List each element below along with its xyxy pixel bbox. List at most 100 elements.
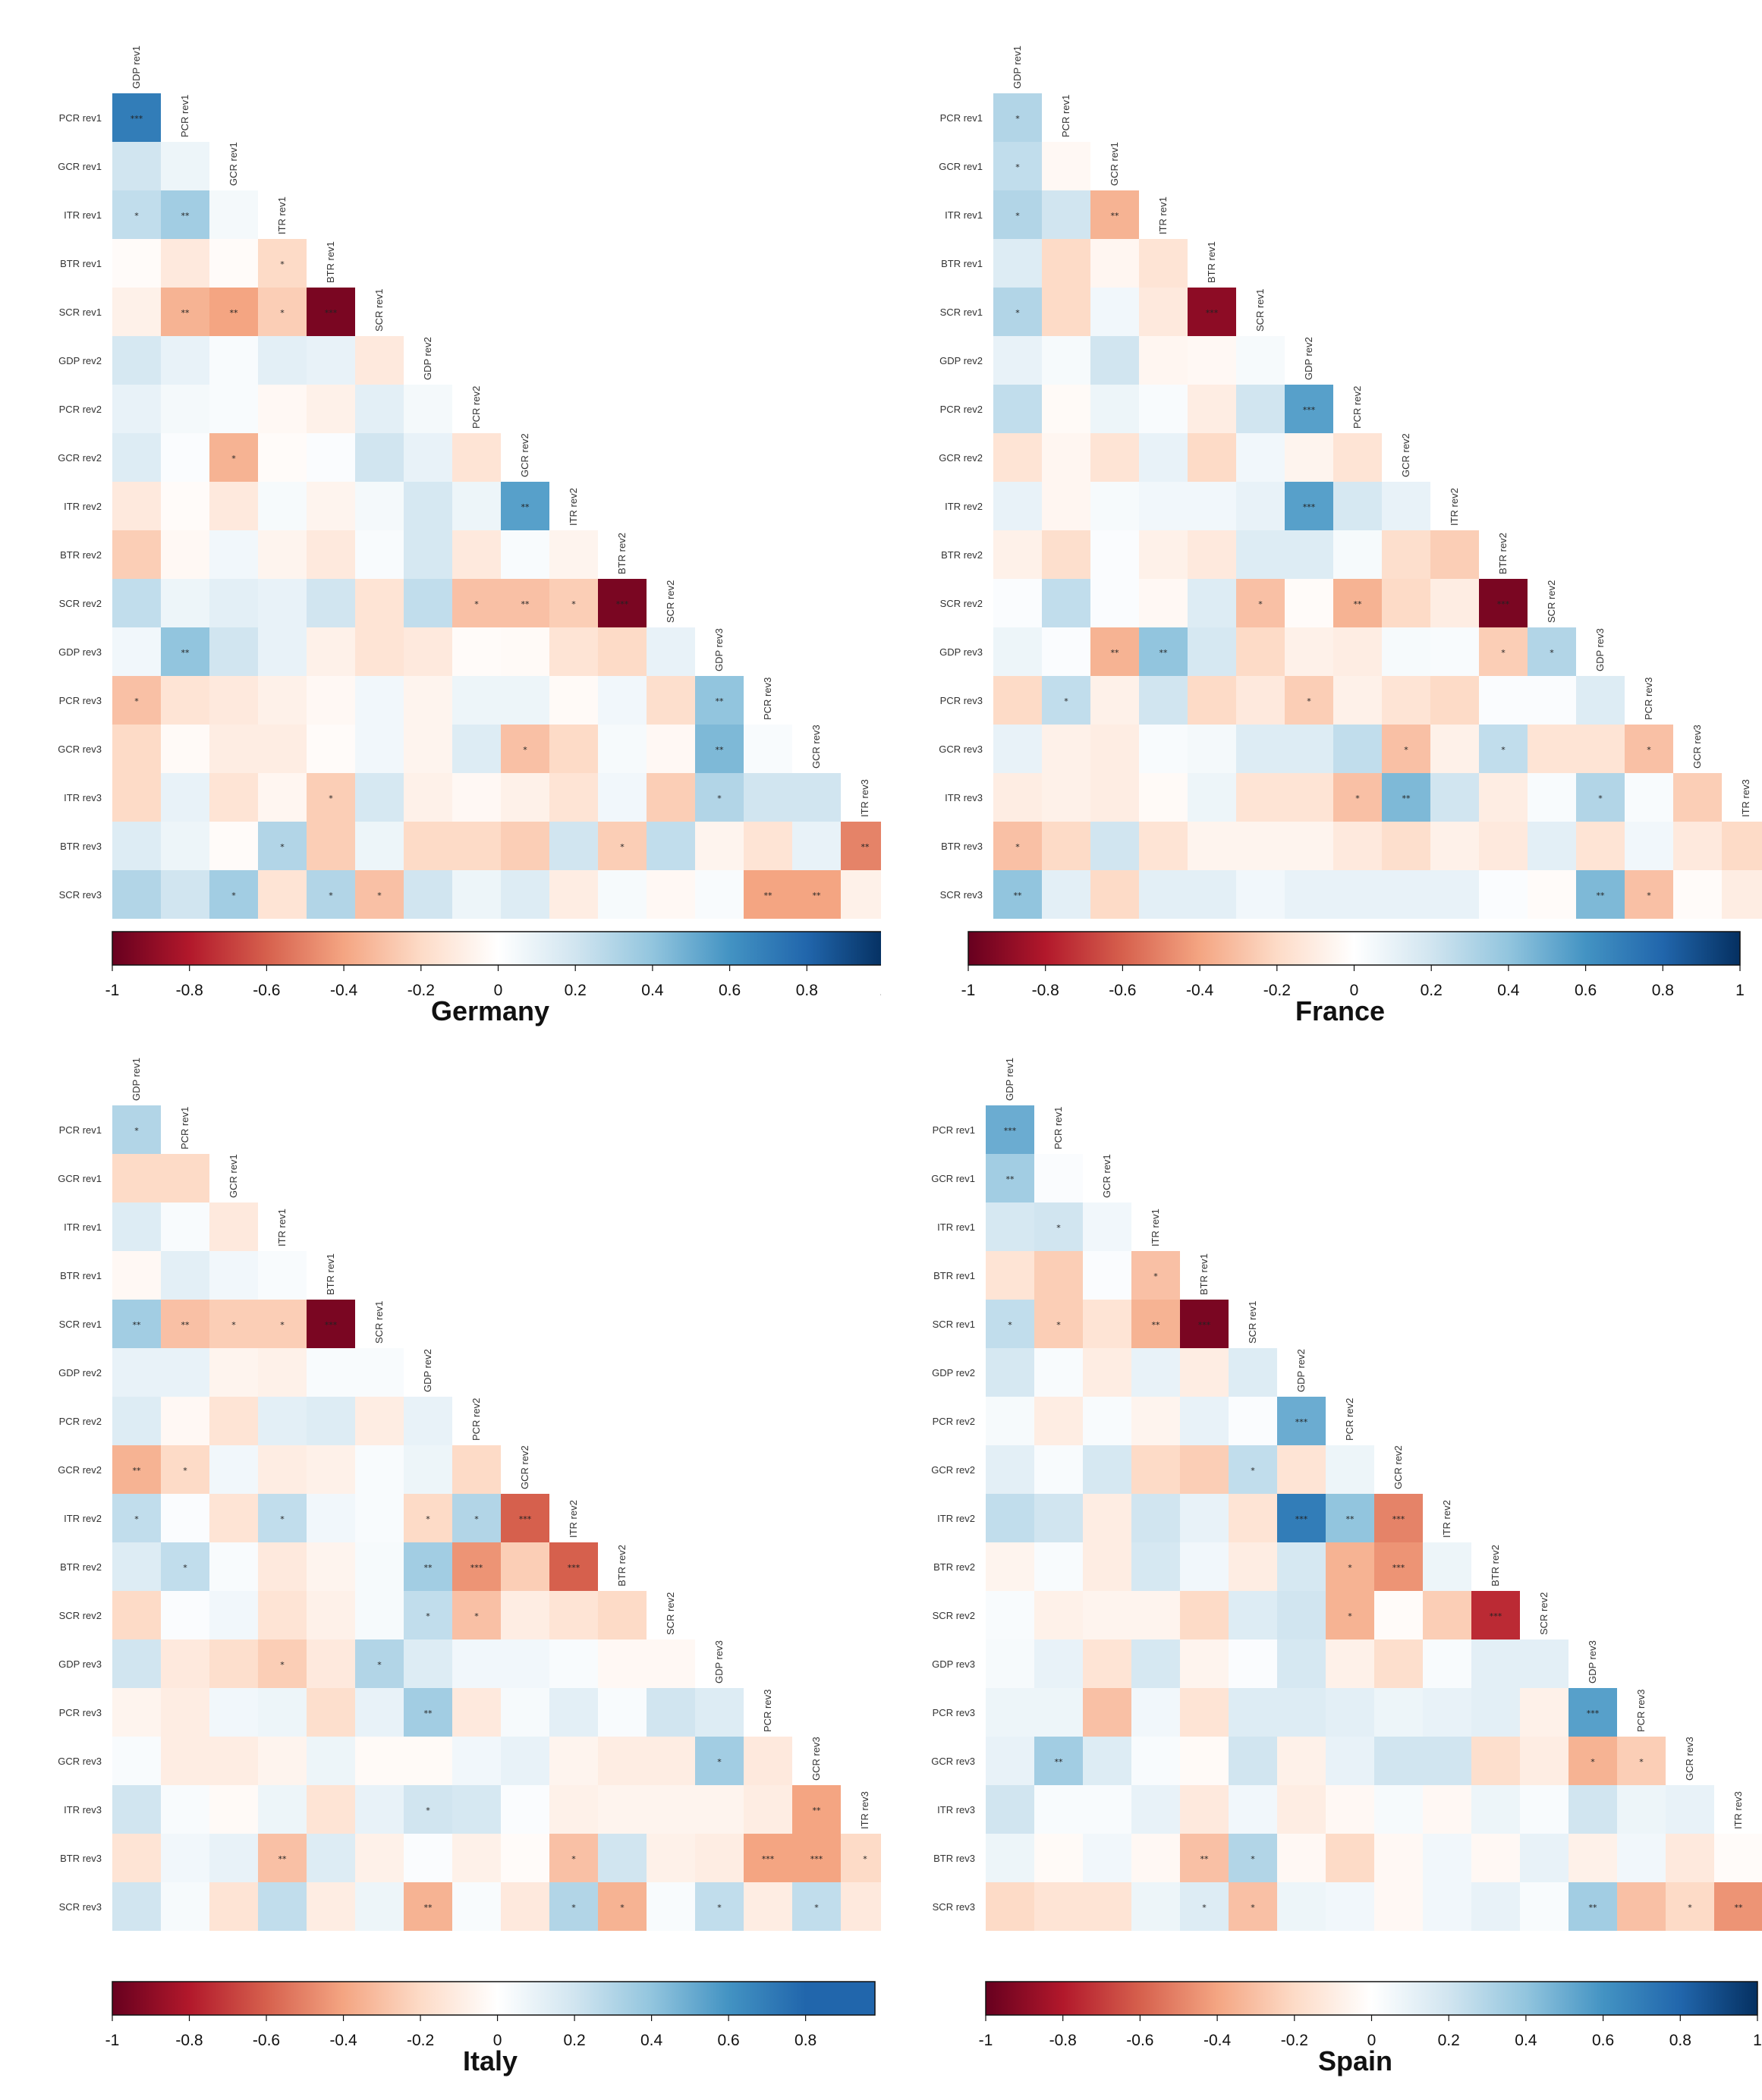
heatmap-cell [1326,1639,1374,1688]
heatmap-cell [1423,1882,1471,1931]
significance-stars: * [1355,794,1360,803]
heatmap-cell [161,1785,209,1834]
heatmap-cell [1666,1785,1714,1834]
colorbar-tick-label: -0.2 [1263,982,1291,999]
heatmap-cell [1042,773,1090,822]
column-label: ITR rev2 [568,488,579,526]
significance-stars: *** [616,599,629,609]
heatmap-cell [161,288,209,336]
heatmap-cell [355,1494,404,1542]
heatmap-cell [1090,773,1139,822]
heatmap-cell [1131,1882,1180,1931]
heatmap-cell [986,1639,1034,1688]
heatmap-cell [1131,1445,1180,1494]
heatmap-cell [209,1834,258,1882]
row-label: GCR rev2 [58,452,102,464]
significance-stars: ** [716,745,725,755]
column-label: SCR rev2 [665,580,676,623]
column-label: ITR rev1 [1150,1209,1161,1246]
heatmap-cell [404,433,452,482]
heatmap-cell [209,336,258,385]
heatmap-cell [1042,288,1090,336]
row-label: GDP rev3 [58,1658,102,1670]
row-label: GCR rev2 [931,1464,975,1476]
heatmap-cell [258,1348,307,1397]
row-label: SCR rev1 [940,307,983,318]
row-label: SCR rev1 [933,1319,975,1330]
heatmap-cell [1042,433,1090,482]
heatmap-cell [404,579,452,627]
heatmap-cell [452,433,501,482]
row-label: ITR rev2 [64,1513,102,1524]
heatmap-cell [355,1688,404,1737]
heatmap-cell [209,1737,258,1785]
heatmap-cell [1034,1202,1083,1251]
significance-stars: ** [1597,891,1606,901]
heatmap-cell [404,1882,452,1931]
heatmap-cell [112,1202,161,1251]
column-label: SCR rev1 [1247,1301,1258,1344]
heatmap-cell [1131,1688,1180,1737]
heatmap-cell [161,676,209,725]
heatmap-cell [452,1834,501,1882]
significance-stars: * [1348,1611,1352,1621]
heatmap-cell [355,1882,404,1931]
heatmap-cell [792,822,841,870]
heatmap-cell [744,1785,792,1834]
heatmap-cell [1139,239,1188,288]
significance-stars: * [280,1514,285,1524]
heatmap-cell [792,870,841,919]
colorbar-tick-label: -0.2 [407,2032,434,2049]
heatmap-cell [258,1688,307,1737]
row-label: ITR rev1 [64,1221,102,1233]
significance-stars: ** [1402,794,1411,803]
heatmap-cell [258,870,307,919]
heatmap-cell [209,1639,258,1688]
heatmap-cell [1520,1785,1568,1834]
significance-stars: ** [181,648,190,658]
row-label: BTR rev3 [933,1853,975,1864]
heatmap-cell [112,142,161,190]
heatmap-cell [404,676,452,725]
heatmap-cell [161,1300,209,1348]
heatmap-cell [1326,1882,1374,1931]
row-label: GCR rev1 [931,1173,975,1184]
colorbar-tick-label: -0.8 [176,982,203,999]
column-label: SCR rev1 [373,1301,385,1344]
colorbar-tick-label: 0.6 [718,2032,740,2049]
heatmap-cell [501,1785,549,1834]
heatmap-cell [1188,579,1236,627]
column-label: GDP rev1 [1012,46,1023,89]
heatmap-cell [209,288,258,336]
significance-stars: * [474,1514,479,1524]
heatmap-cell [307,1494,355,1542]
heatmap-cell [695,1882,744,1931]
heatmap-cell [1236,482,1285,530]
heatmap-cell [1285,482,1333,530]
heatmap-cell [986,1591,1034,1639]
heatmap-cell [501,773,549,822]
heatmap-cell [1236,579,1285,627]
heatmap-cell [1333,870,1382,919]
heatmap-cell [1382,482,1430,530]
heatmap-cell [1617,1834,1666,1882]
column-label: SCR rev2 [1538,1592,1550,1635]
heatmap-cell [1576,870,1625,919]
row-label: BTR rev3 [60,841,102,852]
colorbar-tick-label: 0.4 [1515,2032,1537,2049]
heatmap-cell [1236,336,1285,385]
significance-stars: *** [1004,1126,1017,1136]
heatmap-cell [1382,579,1430,627]
heatmap-cell [1188,433,1236,482]
heatmap-cell [209,579,258,627]
significance-stars: ** [1055,1757,1064,1767]
heatmap-cell [258,822,307,870]
heatmap-cell [1090,385,1139,433]
heatmap-cell [161,725,209,773]
significance-stars: ** [424,1903,433,1913]
column-label: GDP rev3 [713,1640,725,1683]
heatmap-cell [307,676,355,725]
heatmap-cell [307,725,355,773]
heatmap-cell [258,1300,307,1348]
heatmap-cell [1423,1591,1471,1639]
